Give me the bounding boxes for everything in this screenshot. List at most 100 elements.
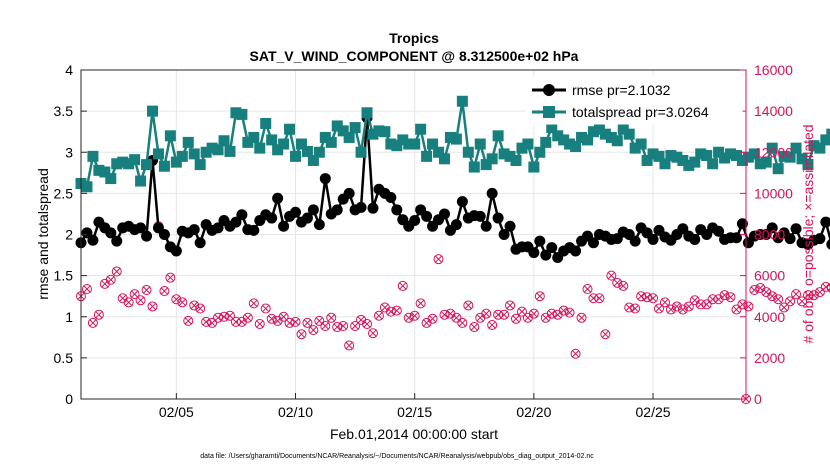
totalspread-point [534, 146, 546, 158]
totalspread-point [736, 154, 748, 166]
y2-tick-label: 0 [754, 391, 762, 407]
obs-assimilated-point [393, 306, 401, 315]
obs-possible-point [171, 294, 182, 305]
totalspread-point [552, 130, 564, 142]
totalspread-point [725, 148, 737, 160]
totalspread-point [641, 154, 653, 166]
y-tick-label: 1 [65, 309, 73, 325]
totalspread-point [313, 146, 325, 158]
obs-possible-point [779, 302, 790, 313]
totalspread-point [605, 131, 617, 143]
obs-possible-point [505, 300, 516, 311]
totalspread-point [81, 181, 93, 193]
rmse-point [480, 220, 492, 232]
rmse-point [730, 232, 742, 244]
obs-assimilated-point [732, 305, 741, 314]
obs-possible-point [183, 315, 194, 326]
obs-assimilated-point [530, 309, 538, 318]
obs-assimilated-point [470, 323, 479, 331]
obs-assimilated-point [214, 314, 222, 322]
totalspread-point [683, 159, 695, 171]
obs-assimilated-point [613, 279, 622, 287]
totalspread-point [611, 135, 623, 147]
totalspread-point [814, 142, 826, 154]
rmse-point [450, 219, 462, 231]
totalspread-point [248, 131, 260, 143]
rmse-point [456, 196, 468, 208]
obs-possible-point [111, 266, 122, 277]
rmse-point [790, 223, 802, 235]
obs-assimilated-point [148, 302, 157, 311]
totalspread-point [438, 153, 450, 165]
rmse-point [766, 222, 778, 234]
rmse-point [278, 220, 290, 232]
obs-possible-point [320, 321, 331, 332]
totalspread-point [87, 150, 99, 162]
obs-assimilated-point [410, 311, 419, 320]
obs-assimilated-point [536, 292, 544, 300]
obs-possible-point [362, 318, 373, 329]
obs-possible-point [767, 291, 778, 302]
obs-assimilated-point [524, 314, 532, 322]
totalspread-point [498, 148, 510, 160]
rmse-point [158, 229, 170, 240]
obs-assimilated-point [786, 297, 794, 306]
obs-assimilated-point [404, 314, 413, 322]
legend: rmse pr=2.1032 totalspread pr=3.0264 [525, 76, 743, 125]
obs-possible-point [481, 308, 492, 319]
obs-possible-point [230, 316, 241, 327]
obs-possible-point [606, 270, 617, 281]
obs-possible-point [773, 294, 784, 305]
obs-possible-point [677, 304, 688, 315]
y2-tick-label: 14000 [754, 103, 793, 119]
obs-possible-point [129, 289, 140, 300]
axes: 0 0.5 1 1.5 2 2.5 3 3.5 4 0 2000 4000 6000 8000 10000 1… [54, 62, 794, 420]
y2-tick-label: 12000 [754, 144, 793, 160]
totalspread-point [528, 161, 540, 173]
obs-assimilated-point [107, 275, 115, 284]
totalspread-point [295, 138, 307, 150]
totalspread-point [748, 148, 760, 160]
totalspread-point [778, 150, 790, 162]
obs-assimilated-point [565, 308, 574, 317]
obs-assimilated-point [661, 298, 669, 307]
x-axis-label: Feb.01,2014 00:00:00 start [330, 426, 498, 442]
totalspread-point [123, 158, 135, 170]
totalspread-point [784, 151, 796, 163]
y2-tick-label: 8000 [754, 227, 785, 243]
rmse-point [87, 234, 99, 246]
obs-assimilated-point [112, 267, 121, 276]
totalspread-point [587, 126, 599, 138]
totalspread-point [510, 154, 522, 166]
totalspread-point [570, 140, 582, 152]
totalspread-point [200, 146, 212, 158]
obs-assimilated-point [726, 293, 735, 301]
obs-possible-point [534, 291, 545, 302]
rmse-point [105, 227, 117, 239]
obs-possible-point [582, 283, 593, 294]
rmse-point [498, 229, 510, 240]
obs-possible-point [671, 301, 682, 312]
totalspread-point [623, 128, 635, 140]
totalspread-point [671, 151, 683, 163]
totalspread-point [540, 136, 552, 148]
obs-possible-point [415, 298, 426, 309]
y-tick-label: 0.5 [54, 350, 74, 366]
obs-possible-point [820, 281, 830, 292]
y-tick-label: 3.5 [54, 103, 74, 119]
rmse-point [486, 187, 498, 199]
obs-assimilated-point [244, 314, 252, 322]
rmse-point [367, 202, 379, 214]
rmse-point [814, 233, 826, 245]
obs-possible-point [451, 312, 462, 323]
legend-totalspread-label: totalspread pr=3.0264 [572, 104, 709, 120]
obs-possible-point [189, 300, 200, 311]
obs-possible-point [123, 297, 134, 308]
obs-possible-point [659, 297, 670, 308]
rmse-point [534, 235, 546, 247]
rmse-point [248, 224, 260, 236]
totalspread-point [826, 128, 830, 140]
totalspread-point [236, 108, 248, 120]
totalspread-point [290, 150, 302, 162]
obs-assimilated-point [250, 299, 258, 308]
